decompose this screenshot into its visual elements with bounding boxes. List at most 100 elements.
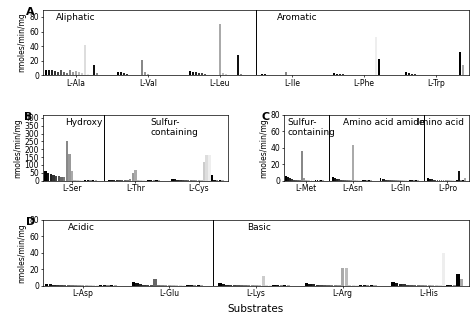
Bar (359, 285, 362, 286)
Bar (45, 284, 48, 286)
Bar (49, 284, 52, 286)
Bar (300, 74, 302, 75)
Bar (78, 73, 81, 75)
Bar (206, 155, 208, 180)
Bar (266, 74, 269, 75)
Text: Acidic: Acidic (68, 223, 95, 232)
Bar (195, 73, 197, 75)
Bar (52, 285, 55, 286)
Bar (319, 285, 323, 286)
Bar (449, 74, 452, 75)
Bar (63, 178, 65, 180)
Bar (427, 178, 428, 180)
Bar (244, 285, 247, 286)
Bar (336, 74, 338, 75)
Bar (302, 74, 305, 75)
Bar (141, 60, 143, 75)
Bar (60, 177, 63, 180)
Bar (428, 285, 431, 286)
Bar (345, 268, 348, 286)
Bar (291, 74, 293, 75)
Bar (71, 171, 73, 180)
Bar (352, 285, 355, 286)
Bar (229, 285, 232, 286)
Bar (369, 74, 371, 75)
Bar (336, 179, 338, 180)
Bar (139, 284, 142, 286)
Bar (374, 37, 377, 75)
Bar (315, 74, 317, 75)
Bar (222, 284, 225, 286)
Bar (347, 74, 350, 75)
Bar (226, 285, 229, 286)
Bar (316, 285, 319, 286)
Text: A: A (26, 7, 34, 17)
Bar (383, 179, 385, 180)
Bar (179, 285, 182, 286)
Bar (45, 70, 47, 75)
Bar (129, 179, 131, 180)
Bar (410, 285, 413, 286)
Bar (77, 285, 81, 286)
Bar (189, 285, 192, 286)
Text: Sulfur-
containing: Sulfur- containing (288, 118, 336, 137)
Bar (264, 74, 266, 75)
Bar (323, 285, 326, 286)
Bar (420, 285, 424, 286)
Bar (162, 74, 164, 75)
Bar (285, 177, 287, 180)
Text: Basic: Basic (247, 223, 271, 232)
Bar (201, 73, 203, 75)
Bar (438, 285, 442, 286)
Bar (182, 285, 185, 286)
Bar (456, 274, 460, 286)
Bar (363, 285, 366, 286)
Bar (399, 284, 402, 286)
Bar (273, 285, 276, 286)
Bar (366, 285, 369, 286)
Bar (171, 179, 173, 180)
Bar (207, 74, 210, 75)
Y-axis label: nmoles/min/mg: nmoles/min/mg (18, 223, 27, 283)
Bar (135, 74, 137, 75)
Bar (72, 72, 74, 75)
Bar (247, 285, 250, 286)
Bar (186, 285, 189, 286)
Bar (269, 285, 272, 286)
Bar (47, 173, 49, 180)
Bar (453, 285, 456, 286)
Bar (287, 177, 289, 180)
Bar (157, 285, 160, 286)
Bar (444, 74, 447, 75)
Bar (402, 284, 406, 286)
Bar (92, 285, 95, 286)
Bar (65, 73, 68, 75)
Text: Sulfur-
containing: Sulfur- containing (150, 118, 198, 137)
Bar (458, 52, 461, 75)
Bar (413, 74, 416, 75)
Bar (342, 74, 344, 75)
Bar (447, 74, 449, 75)
Bar (161, 285, 164, 286)
Bar (233, 285, 236, 286)
Bar (81, 73, 83, 75)
Bar (144, 73, 146, 75)
Bar (275, 74, 278, 75)
Bar (243, 74, 246, 75)
Bar (47, 70, 50, 75)
Text: Amino acid amide: Amino acid amide (343, 118, 425, 127)
Bar (150, 74, 152, 75)
Bar (417, 285, 420, 286)
Bar (56, 72, 59, 75)
Bar (211, 175, 213, 180)
Bar (119, 73, 122, 75)
Bar (67, 285, 70, 286)
Bar (301, 151, 302, 180)
Bar (55, 176, 57, 180)
Bar (63, 73, 65, 75)
Bar (212, 74, 215, 75)
Bar (110, 285, 113, 286)
Bar (442, 253, 445, 286)
Bar (287, 285, 290, 286)
Bar (225, 74, 228, 75)
